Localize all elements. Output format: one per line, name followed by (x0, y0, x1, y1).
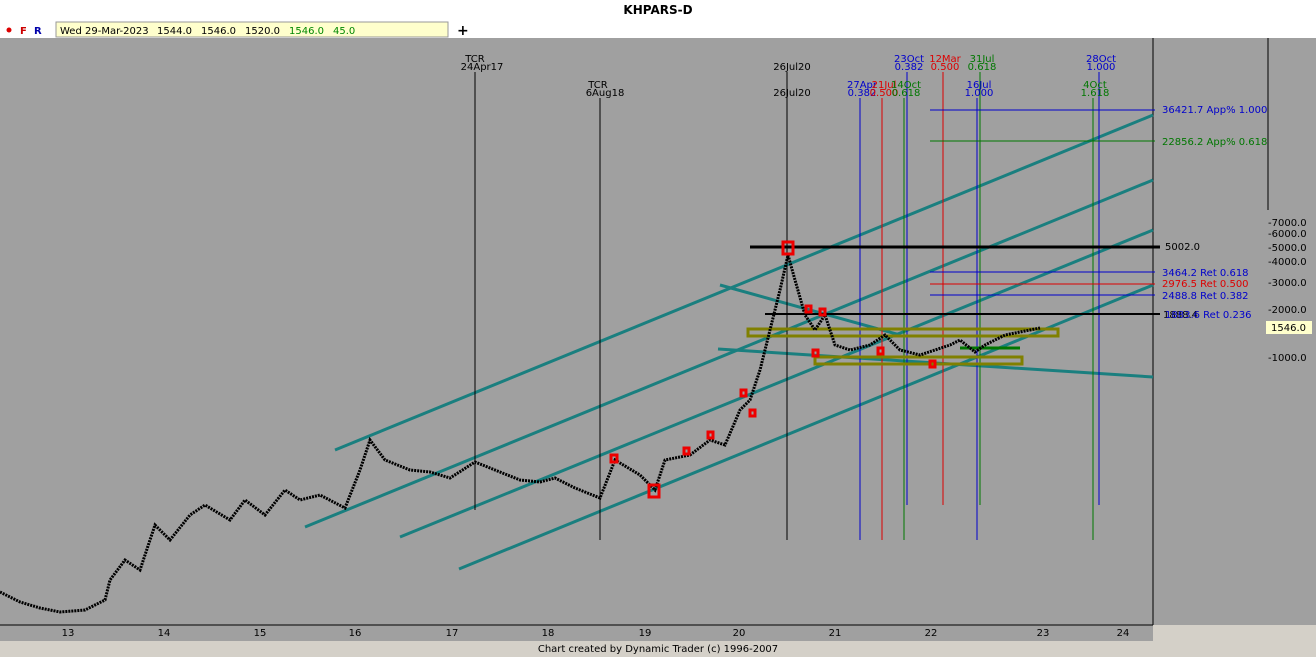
label: -3000.0 (1268, 278, 1307, 289)
label: 4Oct (1083, 80, 1107, 91)
label: -6000.0 (1268, 229, 1307, 240)
title-bar (0, 0, 1316, 20)
label: 22856.2 App% 0.618 (1162, 137, 1267, 148)
label: 1883.6 Ret 0.236 (1165, 310, 1252, 321)
label: 0.618 (968, 62, 997, 73)
label: 23Oct (894, 54, 924, 65)
label: 13 (62, 628, 75, 639)
bar-date: Wed 29-Mar-2023 (60, 26, 149, 37)
label: 19 (639, 628, 652, 639)
label: 22 (925, 628, 938, 639)
label: -1000.0 (1268, 353, 1307, 364)
label: TCR (587, 80, 608, 91)
label: 0.500 (870, 88, 899, 99)
bar-close: 1546.0 (289, 26, 324, 37)
flag-r[interactable]: R (34, 26, 42, 37)
flag-f[interactable]: F (20, 26, 27, 37)
label: 2488.8 Ret 0.382 (1162, 291, 1249, 302)
label: 2976.5 Ret 0.500 (1162, 279, 1249, 290)
label: 0.618 (892, 88, 921, 99)
zones (746, 327, 1060, 366)
label: 21Jul (872, 80, 897, 91)
label: 21 (829, 628, 842, 639)
label: 0.500 (931, 62, 960, 73)
label: 24 (1117, 628, 1130, 639)
record-dot[interactable] (6, 27, 12, 33)
time-axis-labels: 13 14 15 16 17 18 19 20 21 22 23 24 (62, 628, 1130, 639)
bar-low: 1520.0 (245, 26, 280, 37)
label: 16 (349, 628, 362, 639)
label: 27Apr (847, 80, 878, 91)
label: 6Aug18 (586, 88, 625, 99)
label: -7000.0 (1268, 218, 1307, 229)
footer: Chart created by Dynamic Trader (c) 1996… (538, 644, 778, 655)
label: 23 (1037, 628, 1050, 639)
current-price: 1546.0 (1271, 323, 1306, 334)
label: 1888.4 (1163, 310, 1198, 321)
label: 26Jul20 (773, 62, 811, 73)
swing-markers (609, 240, 937, 499)
label: 1.000 (1087, 62, 1116, 73)
label: 36421.7 App% 1.000 (1162, 105, 1267, 116)
channel-lines (304, 113, 1154, 571)
label: 0.382 (848, 88, 877, 99)
label: 14 (158, 628, 171, 639)
bar-open: 1544.0 (157, 26, 192, 37)
window-title: KHPARS-D (623, 3, 692, 17)
label: 14Oct (891, 80, 921, 91)
level-labels: 36421.7 App% 1.000 22856.2 App% 0.618 50… (1162, 105, 1267, 321)
price-axis-labels: -7000.0 -6000.0 -5000.0 -4000.0 -3000.0 … (1268, 218, 1307, 364)
label: 18 (542, 628, 555, 639)
label: 26Jul20 (773, 88, 811, 99)
label: 5002.0 (1165, 242, 1200, 253)
label: 28Oct (1086, 54, 1116, 65)
label: 0.382 (895, 62, 924, 73)
time-lines (474, 72, 1100, 540)
label: TCR (464, 54, 485, 65)
label: -2000.0 (1268, 305, 1307, 316)
label: 31Jul (970, 54, 995, 65)
label: -5000.0 (1268, 243, 1307, 254)
crosshair-tool[interactable]: + (457, 23, 469, 39)
label: 24Apr17 (461, 62, 504, 73)
label: 12Mar (929, 54, 961, 65)
time-axis (0, 625, 1153, 641)
plot-area (0, 38, 1153, 625)
label: 16Jul (967, 80, 992, 91)
label: -4000.0 (1268, 257, 1307, 268)
label: 20 (733, 628, 746, 639)
label: 17 (446, 628, 459, 639)
bar-change: 45.0 (333, 26, 355, 37)
level-lines (750, 109, 1160, 315)
time-marker-labels: TCR 24Apr17 TCR 6Aug18 26Jul20 26Jul20 2… (461, 54, 1116, 99)
bar-high: 1546.0 (201, 26, 236, 37)
info-box (55, 21, 449, 38)
label: 1.000 (965, 88, 994, 99)
label: 15 (254, 628, 267, 639)
current-price-box (1266, 321, 1312, 334)
label: 1.618 (1081, 88, 1110, 99)
label: 3464.2 Ret 0.618 (1162, 268, 1249, 279)
price-bars (0, 254, 1041, 614)
